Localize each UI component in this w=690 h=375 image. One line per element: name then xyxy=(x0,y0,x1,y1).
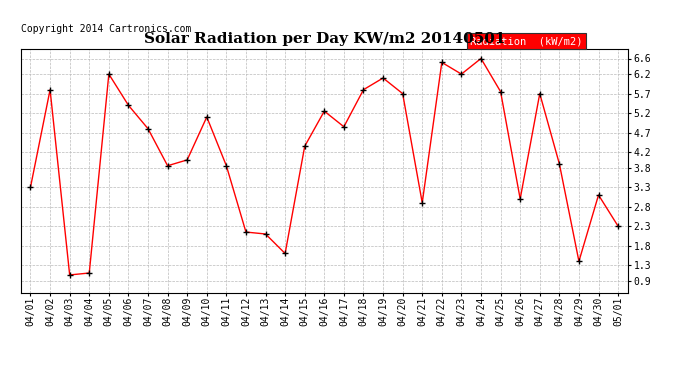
Title: Solar Radiation per Day KW/m2 20140501: Solar Radiation per Day KW/m2 20140501 xyxy=(144,32,505,46)
Text: Copyright 2014 Cartronics.com: Copyright 2014 Cartronics.com xyxy=(21,24,191,34)
Text: Radiation  (kW/m2): Radiation (kW/m2) xyxy=(470,36,582,46)
